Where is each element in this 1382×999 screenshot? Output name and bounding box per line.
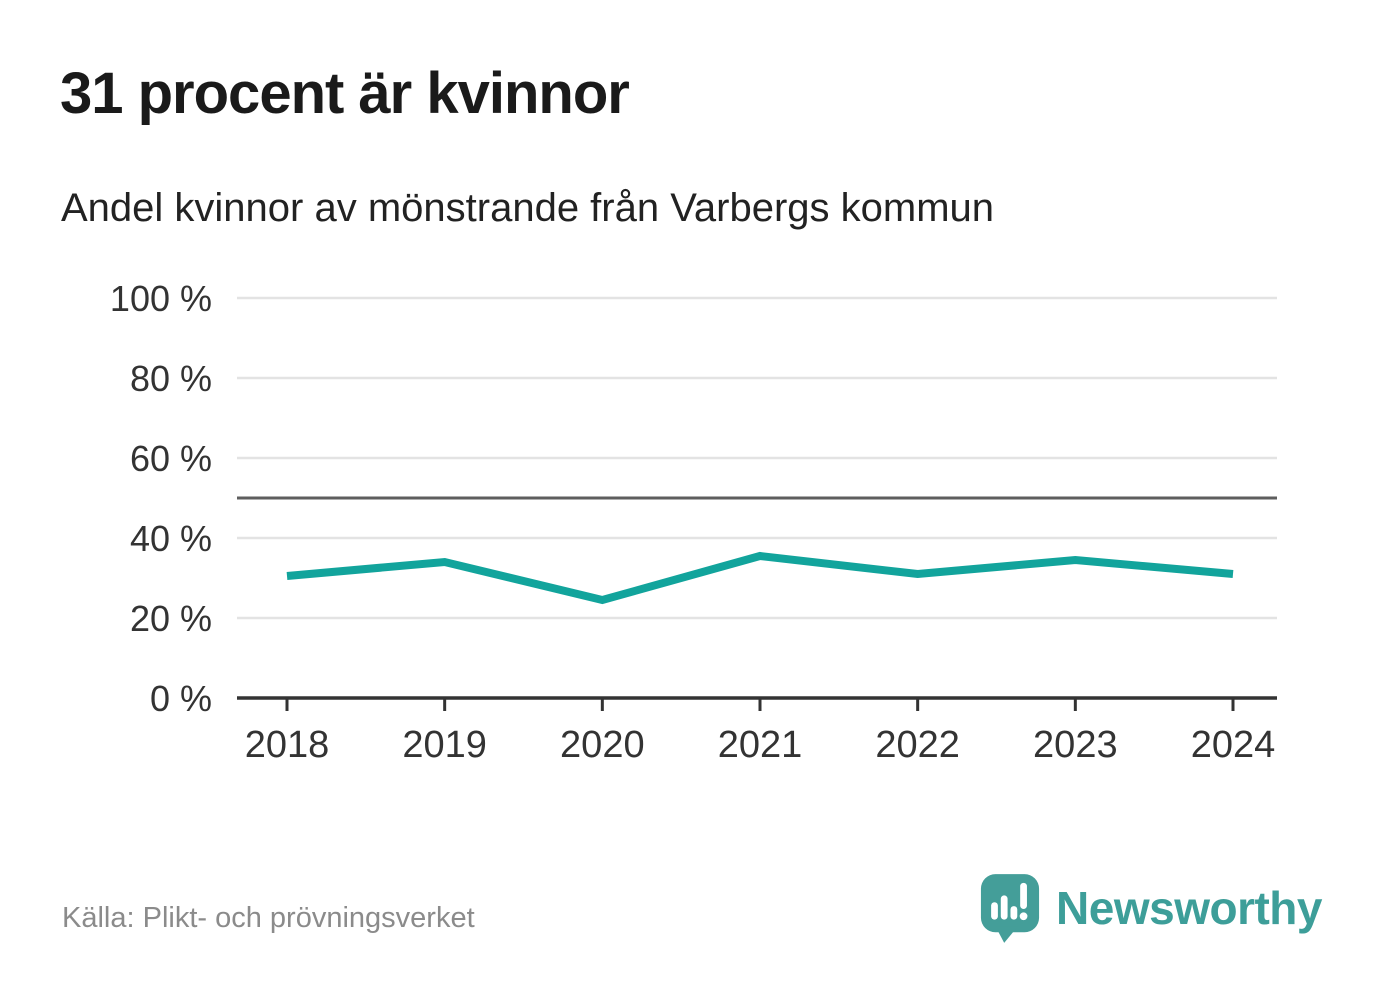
x-tick-label: 2023 — [1033, 724, 1118, 766]
y-axis-labels: 0 % 20 % 40 % 60 % 80 % 100 % — [110, 278, 212, 719]
y-tick-label: 80 % — [130, 358, 212, 399]
x-tick-label: 2024 — [1191, 724, 1276, 766]
chart-subtitle: Andel kvinnor av mönstrande från Varberg… — [61, 186, 995, 230]
y-tick-label: 60 % — [130, 438, 212, 479]
y-tick-label: 100 % — [110, 278, 212, 319]
newsworthy-brand: Newsworthy — [979, 872, 1322, 944]
x-axis-labels: 2018 2019 2020 2021 2022 2023 2024 — [245, 724, 1276, 766]
x-tick-label: 2019 — [402, 724, 487, 766]
x-tick-label: 2020 — [560, 724, 645, 766]
x-axis — [237, 696, 1277, 711]
x-tick-label: 2021 — [718, 724, 803, 766]
data-line — [286, 551, 1234, 605]
y-tick-label: 0 % — [150, 678, 212, 719]
x-tick-label: 2018 — [245, 724, 330, 766]
x-tick-label: 2022 — [875, 724, 960, 766]
chart-title: 31 procent är kvinnor — [60, 61, 630, 126]
newsworthy-wordmark: Newsworthy — [1056, 882, 1322, 934]
y-tick-label: 40 % — [130, 518, 212, 559]
gridlines — [237, 296, 1277, 620]
series-andel-kvinnor — [286, 551, 1234, 605]
y-tick-label: 20 % — [130, 598, 212, 639]
source-note: Källa: Plikt- och prövningsverket — [62, 902, 475, 934]
newsworthy-logo-icon — [980, 874, 1040, 943]
